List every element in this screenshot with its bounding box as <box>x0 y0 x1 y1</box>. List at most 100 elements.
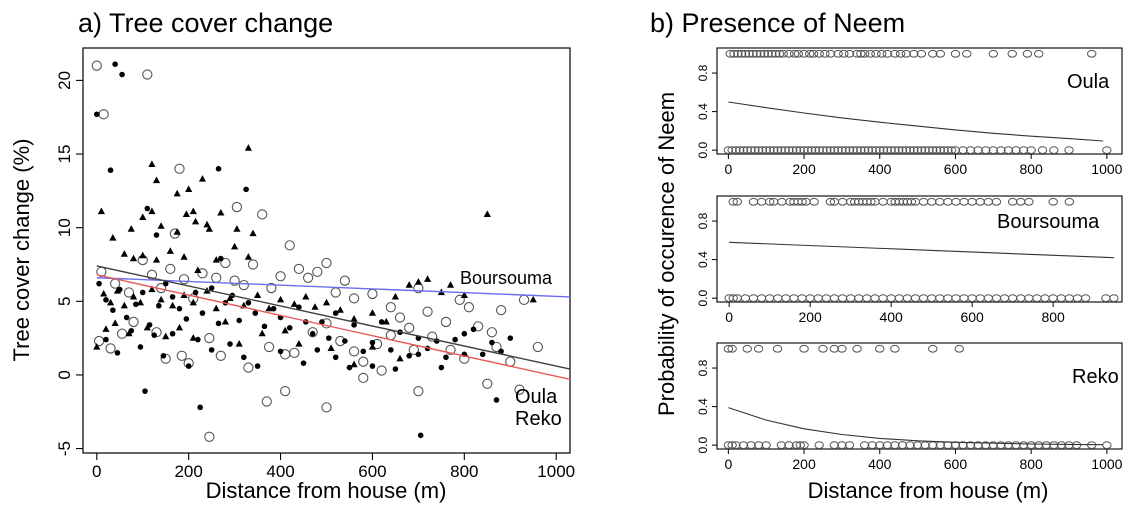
point-oula <box>133 301 139 308</box>
point-boursouma <box>280 385 291 397</box>
absence-point <box>924 146 934 155</box>
absence-point <box>735 146 745 155</box>
presence-point <box>852 344 862 353</box>
point-oula <box>137 344 144 350</box>
absence-point <box>757 146 768 155</box>
fit-line-oula <box>96 265 571 370</box>
presence-point <box>950 49 961 58</box>
absence-point <box>799 441 809 450</box>
panel-a-y-axis-label: Tree cover change (%) <box>9 139 34 362</box>
point-boursouma <box>495 304 507 316</box>
presence-point <box>778 49 788 58</box>
point-reko <box>194 266 202 273</box>
point-reko <box>396 354 404 362</box>
point-reko <box>350 314 358 322</box>
absence-point <box>1064 441 1074 450</box>
point-oula <box>199 310 206 316</box>
point-reko <box>253 291 262 299</box>
point-reko <box>391 292 400 300</box>
point-oula <box>139 289 146 296</box>
point-reko <box>148 207 156 215</box>
x-tick-label: 200 <box>792 456 816 472</box>
presence-point <box>991 197 1002 206</box>
absence-point <box>912 146 923 155</box>
point-boursouma <box>142 69 153 80</box>
point-boursouma <box>348 293 360 304</box>
point-reko <box>483 210 491 218</box>
point-reko <box>189 334 197 341</box>
absence-point <box>761 441 771 450</box>
point-reko <box>311 303 319 310</box>
presence-point <box>895 49 906 58</box>
point-reko <box>173 189 181 197</box>
panel-b-x-axis-label: Distance from house (m) <box>808 478 1049 503</box>
absence-point <box>1072 294 1083 303</box>
absence-point <box>859 146 870 155</box>
point-oula <box>110 307 116 313</box>
probability-curve <box>728 101 1104 142</box>
point-reko <box>226 294 234 301</box>
point-reko <box>221 317 230 325</box>
point-boursouma <box>220 257 231 269</box>
absence-point <box>1071 441 1082 450</box>
absence-point <box>902 294 913 303</box>
point-oula <box>325 335 332 341</box>
x-tick-label: 200 <box>792 161 816 177</box>
absence-point <box>814 146 824 155</box>
point-reko <box>173 228 181 235</box>
y-tick-label: 0.8 <box>696 64 710 81</box>
fit-line-reko <box>96 274 571 381</box>
absence-point <box>1056 441 1067 450</box>
absence-point <box>1049 441 1059 450</box>
y-tick-label: 5 <box>55 297 74 306</box>
point-reko <box>460 291 468 299</box>
absence-point <box>894 294 904 303</box>
absence-point <box>791 441 802 450</box>
absence-point <box>1102 146 1112 155</box>
point-reko <box>93 342 101 350</box>
point-oula <box>270 305 277 312</box>
absence-point <box>818 146 828 155</box>
point-boursouma <box>472 321 484 332</box>
presence-point <box>1048 197 1058 206</box>
point-reko <box>180 253 188 260</box>
presence-point <box>770 49 781 58</box>
presence-point <box>890 344 900 353</box>
point-boursouma <box>204 431 215 442</box>
point-boursouma <box>367 288 378 300</box>
presence-point <box>752 49 762 58</box>
absence-point <box>1018 146 1029 155</box>
presence-point <box>837 344 847 353</box>
y-tick-label: 0 <box>55 370 74 379</box>
point-reko <box>189 298 197 306</box>
point-reko <box>185 185 193 192</box>
point-oula <box>197 404 203 411</box>
absence-point <box>890 146 900 155</box>
absence-point <box>950 146 961 155</box>
point-reko <box>276 295 285 303</box>
presence-point <box>975 197 985 206</box>
presence-point <box>756 197 767 206</box>
point-oula <box>319 319 325 325</box>
absence-point <box>764 294 775 303</box>
absence-point <box>897 441 908 450</box>
point-oula <box>254 363 261 369</box>
point-oula <box>243 186 249 193</box>
point-boursouma <box>289 347 300 359</box>
subplot-label-boursouma: Boursouma <box>997 211 1100 233</box>
absence-point <box>805 294 815 303</box>
presence-point <box>852 49 862 58</box>
point-oula <box>185 363 192 369</box>
point-oula <box>369 363 376 369</box>
point-oula <box>360 348 367 355</box>
x-tick-label: 0 <box>725 309 733 325</box>
subplot-label-oula: Oula <box>1067 71 1110 93</box>
absence-point <box>867 441 877 450</box>
y-tick-label: 0.0 <box>696 289 710 306</box>
point-oula <box>351 322 357 328</box>
presence-point <box>918 197 929 206</box>
point-boursouma <box>229 275 240 286</box>
point-boursouma <box>358 372 369 384</box>
point-oula <box>489 339 495 346</box>
point-boursouma <box>105 343 116 354</box>
